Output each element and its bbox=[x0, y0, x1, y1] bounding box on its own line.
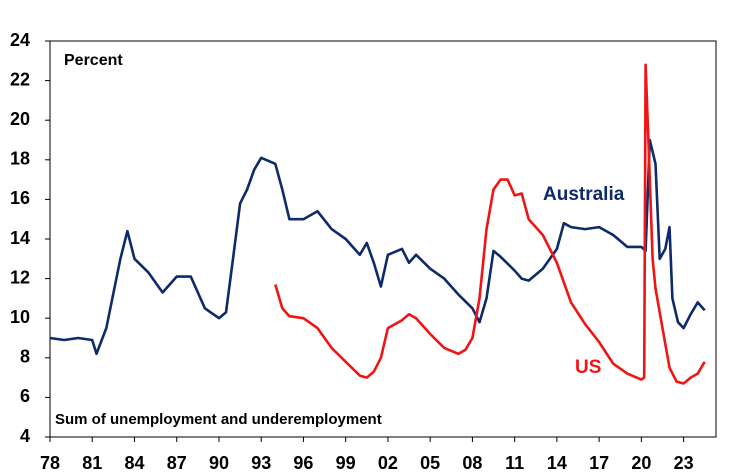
y-tick-label: 18 bbox=[10, 149, 30, 169]
x-tick-label: 23 bbox=[674, 453, 694, 473]
y-tick-label: 16 bbox=[10, 188, 30, 208]
y-tick-label: 22 bbox=[10, 69, 30, 89]
y-tick-label: 10 bbox=[10, 307, 30, 327]
y-tick-label: 6 bbox=[20, 386, 30, 406]
y-tick-label: 24 bbox=[10, 30, 30, 50]
x-tick-label: 08 bbox=[462, 453, 482, 473]
x-tick-label: 81 bbox=[82, 453, 102, 473]
chart-subtitle: Percent bbox=[64, 52, 123, 69]
series-line bbox=[274, 63, 706, 385]
x-tick-label: 84 bbox=[124, 453, 144, 473]
chart-annotation: Sum of unemployment and underemployment bbox=[55, 411, 382, 428]
y-tick-label: 8 bbox=[20, 347, 30, 367]
y-tick-label: 12 bbox=[10, 267, 30, 287]
x-tick-label: 90 bbox=[209, 453, 229, 473]
y-tick-label: 4 bbox=[20, 426, 30, 446]
x-tick-label: 96 bbox=[293, 453, 313, 473]
y-tick-label: 20 bbox=[10, 109, 30, 129]
series-label: US bbox=[575, 357, 601, 378]
x-tick-label: 78 bbox=[40, 453, 60, 473]
x-tick-label: 17 bbox=[589, 453, 609, 473]
x-tick-label: 11 bbox=[505, 453, 524, 473]
series-line bbox=[49, 138, 706, 356]
x-tick-label: 87 bbox=[167, 453, 187, 473]
x-tick-label: 93 bbox=[251, 453, 271, 473]
series-label: Australia bbox=[543, 184, 625, 205]
x-tick-label: 05 bbox=[420, 453, 440, 473]
x-tick-label: 99 bbox=[336, 453, 356, 473]
x-tick-label: 02 bbox=[378, 453, 398, 473]
y-tick-label: 14 bbox=[10, 228, 30, 248]
x-tick-label: 14 bbox=[547, 453, 567, 473]
x-tick-label: 20 bbox=[631, 453, 651, 473]
